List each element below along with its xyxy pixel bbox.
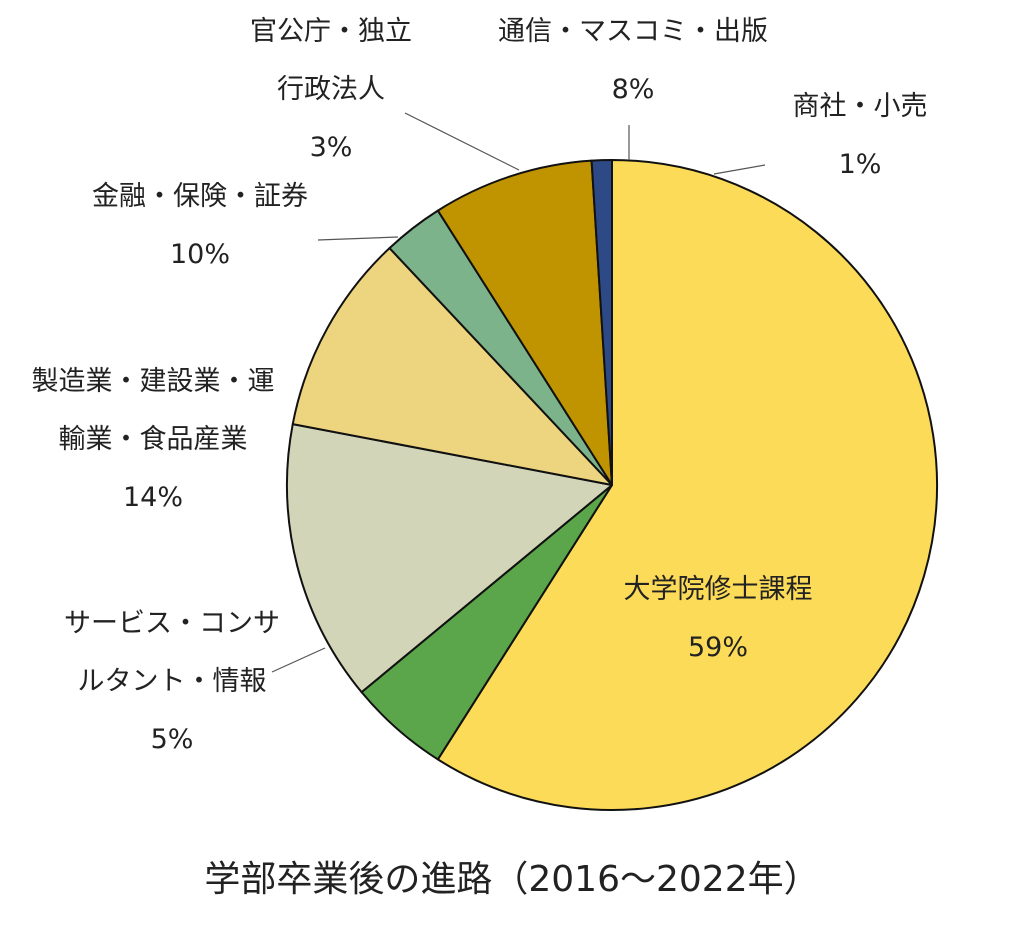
slice-name-5-line-1: 官公庁・独立 [250, 16, 412, 47]
chart-title: 学部卒業後の進路（2016～2022年） [204, 859, 820, 900]
slice-label-4: 金融・保険・証券 10% [92, 181, 308, 270]
leader-line-7 [713, 164, 766, 175]
slice-value-2: 5% [151, 724, 194, 755]
slice-label-1: 大学院修士課程 59% [624, 574, 813, 663]
pie-slice-1 [436, 159, 938, 811]
slice-name-6-line-1: 通信・マスコミ・出版 [498, 16, 768, 47]
slice-name-3-line-1: 製造業・建設業・運 [32, 366, 275, 397]
pie-slice-6 [436, 159, 613, 486]
slice-name-1-line-1: 大学院修士課程 [624, 574, 813, 605]
slice-value-7: 1% [839, 149, 882, 180]
leader-line-4 [317, 236, 399, 241]
slice-name-2-line-2: ルタント・情報 [78, 666, 267, 697]
slice-value-6: 8% [612, 74, 655, 105]
slice-label-3: 製造業・建設業・運輸業・食品産業 14% [32, 366, 275, 513]
slice-name-3-line-2: 輸業・食品産業 [59, 424, 248, 455]
slice-value-1: 59% [688, 632, 748, 663]
pie-slice-4 [291, 247, 613, 486]
slice-name-2-line-1: サービス・コンサ [64, 608, 280, 639]
slice-name-7-line-1: 商社・小売 [793, 91, 928, 122]
slice-label-7: 商社・小売 1% [793, 91, 928, 180]
pie-slice-3 [286, 423, 613, 694]
slice-value-5: 3% [310, 132, 353, 163]
pie-slice-7 [590, 159, 613, 486]
slice-value-3: 14% [123, 482, 183, 513]
slice-value-4: 10% [170, 239, 230, 270]
slice-name-5-line-2: 行政法人 [277, 74, 385, 105]
slice-label-6: 通信・マスコミ・出版 8% [498, 16, 768, 105]
leader-line-5 [404, 112, 520, 171]
slice-name-4-line-1: 金融・保険・証券 [92, 181, 308, 212]
leader-line-2 [271, 647, 326, 673]
